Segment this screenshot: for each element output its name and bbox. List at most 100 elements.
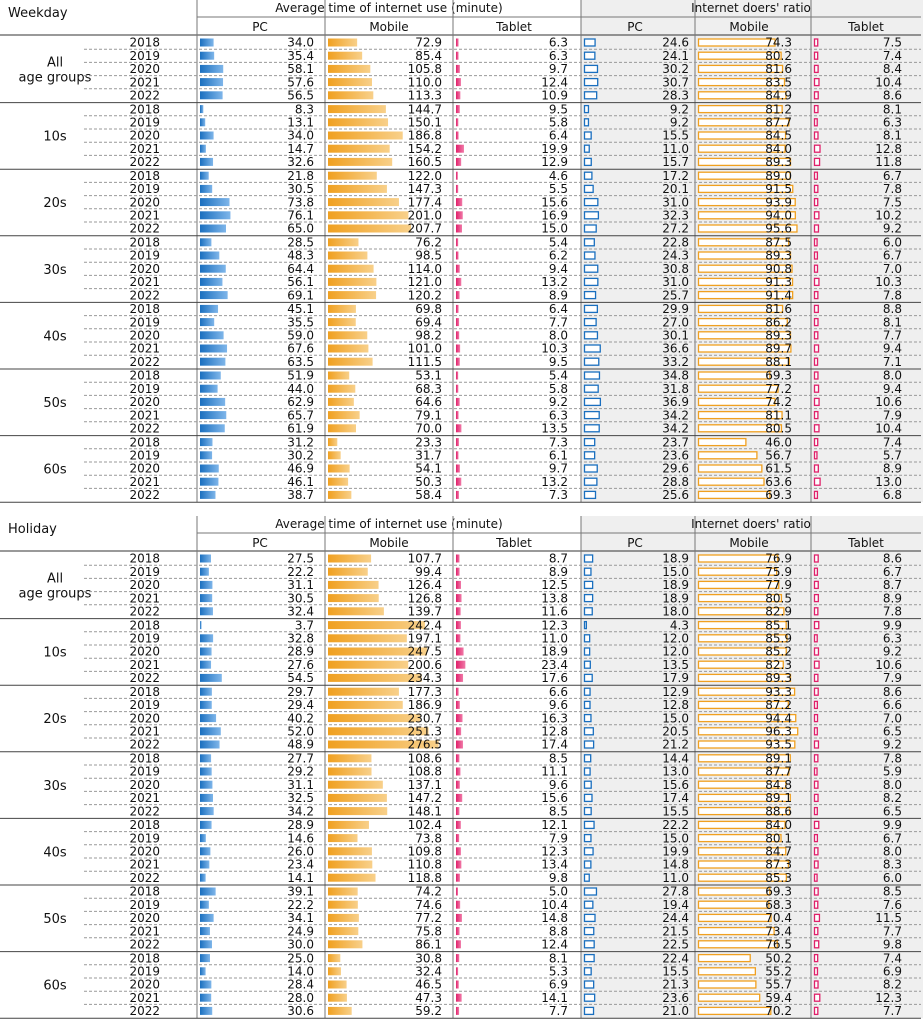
tablet-ratio-bar bbox=[813, 451, 818, 460]
tablet-ratio-bar bbox=[813, 477, 821, 486]
year-label: 2020 bbox=[129, 462, 160, 476]
pc-ratio-value: 29.9 bbox=[662, 302, 689, 316]
tablet-time-value: 10.4 bbox=[541, 898, 568, 912]
pc-ratio-value: 25.6 bbox=[662, 488, 689, 502]
pc-ratio-value: 33.2 bbox=[662, 355, 689, 369]
mobile-time-bar bbox=[328, 714, 421, 723]
tablet-time-value: 19.9 bbox=[541, 142, 568, 156]
tablet-ratio-bar bbox=[813, 264, 819, 273]
tablet-ratio-bar bbox=[813, 953, 819, 963]
mobile-ratio-bar bbox=[697, 767, 790, 776]
tablet-ratio-bar bbox=[813, 118, 818, 127]
mobile-ratio-bar bbox=[697, 607, 785, 616]
tablet-time-value: 12.1 bbox=[541, 818, 568, 832]
tablet-time-bar bbox=[456, 184, 459, 193]
pc-time-value: 57.6 bbox=[287, 75, 314, 89]
tablet-ratio-bar bbox=[813, 727, 818, 736]
mobile-ratio-bar bbox=[697, 331, 792, 340]
mobile-ratio-value: 87.2 bbox=[765, 698, 792, 712]
pc-ratio-bar bbox=[583, 144, 590, 153]
tablet-ratio-value: 6.8 bbox=[883, 488, 902, 502]
tablet-time-value: 8.0 bbox=[549, 329, 568, 343]
tablet-ratio-bar bbox=[813, 607, 819, 616]
pc-ratio-value: 30.1 bbox=[662, 329, 689, 343]
tablet-time-value: 14.8 bbox=[541, 911, 568, 925]
pc-ratio-bar bbox=[583, 687, 591, 696]
year-label: 2020 bbox=[129, 195, 160, 209]
pc-time-value: 27.6 bbox=[287, 658, 314, 672]
pc-time-value: 30.2 bbox=[287, 449, 314, 463]
mobile-ratio-bar bbox=[697, 793, 791, 803]
mobile-time-bar bbox=[328, 1006, 352, 1015]
pc-time-value: 63.5 bbox=[287, 355, 314, 369]
tablet-ratio-value: 5.9 bbox=[883, 765, 902, 779]
mobile-ratio-bar bbox=[697, 980, 757, 989]
year-label: 2019 bbox=[129, 315, 160, 329]
pc-ratio-bar bbox=[583, 554, 594, 563]
tablet-ratio-value: 8.6 bbox=[883, 552, 902, 566]
pc-ratio-value: 28.3 bbox=[662, 89, 689, 103]
year-label: 2020 bbox=[129, 911, 160, 925]
mobile-time-bar bbox=[328, 318, 356, 327]
pc-time-value: 67.6 bbox=[287, 342, 314, 356]
age-group-label: All bbox=[47, 56, 63, 71]
mobile-time-value: 147.3 bbox=[408, 182, 442, 196]
tablet-ratio-bar bbox=[813, 926, 819, 936]
mobile-ratio-bar bbox=[697, 464, 763, 473]
pc-time-value: 31.1 bbox=[287, 778, 314, 792]
pc-time-bar bbox=[200, 344, 228, 353]
tablet-ratio-bar bbox=[813, 410, 819, 420]
tablet-ratio-bar bbox=[813, 860, 819, 869]
mobile-time-value: 79.1 bbox=[415, 408, 442, 422]
mobile-ratio-value: 89.3 bbox=[765, 249, 792, 263]
pc-time-bar bbox=[200, 913, 214, 922]
pc-time-value: 51.9 bbox=[287, 369, 314, 383]
pc-time-bar bbox=[200, 464, 219, 473]
pc-ratio-value: 27.2 bbox=[662, 222, 689, 236]
mobile-ratio-value: 94.0 bbox=[765, 209, 792, 223]
pc-time-value: 39.1 bbox=[287, 885, 314, 899]
pc-ratio-bar bbox=[583, 251, 596, 260]
pc-ratio-bar bbox=[583, 940, 595, 949]
pc-ratio-bar bbox=[583, 264, 599, 273]
tablet-ratio-value: 7.4 bbox=[883, 951, 902, 965]
device-header: Tablet bbox=[847, 20, 884, 34]
year-label: 2018 bbox=[129, 435, 160, 449]
tablet-time-value: 16.3 bbox=[541, 711, 568, 725]
tablet-ratio-value: 6.0 bbox=[883, 236, 902, 250]
age-group-label: age groups bbox=[19, 587, 92, 602]
ratio-group-header: Internet doers' ratio bbox=[691, 517, 811, 531]
mobile-ratio-bar bbox=[697, 1006, 772, 1016]
mobile-time-value: 118.8 bbox=[408, 871, 442, 885]
tablet-time-bar bbox=[456, 727, 462, 736]
pc-ratio-value: 24.3 bbox=[662, 249, 689, 263]
mobile-time-bar bbox=[328, 567, 368, 576]
mobile-ratio-bar bbox=[697, 304, 784, 314]
tablet-ratio-value: 7.7 bbox=[883, 1004, 902, 1018]
pc-ratio-bar bbox=[583, 477, 598, 486]
tablet-time-value: 6.4 bbox=[549, 129, 568, 143]
tablet-time-value: 5.3 bbox=[549, 965, 568, 979]
mobile-time-bar bbox=[328, 105, 386, 114]
pc-ratio-bar bbox=[583, 860, 592, 869]
pc-ratio-value: 14.8 bbox=[662, 858, 689, 872]
pc-time-value: 35.4 bbox=[287, 49, 314, 63]
tablet-ratio-value: 8.1 bbox=[883, 102, 902, 116]
tablet-time-value: 10.9 bbox=[541, 89, 568, 103]
tablet-time-bar bbox=[456, 131, 459, 140]
pc-ratio-value: 15.5 bbox=[662, 965, 689, 979]
tablet-time-value: 9.5 bbox=[549, 102, 568, 116]
mobile-time-bar bbox=[328, 171, 377, 180]
mobile-ratio-bar bbox=[697, 967, 757, 976]
tablet-ratio-value: 7.8 bbox=[883, 182, 902, 196]
tablet-ratio-bar bbox=[813, 1006, 819, 1016]
year-label: 2022 bbox=[129, 155, 160, 169]
pc-ratio-bar bbox=[583, 77, 599, 87]
mobile-time-value: 113.3 bbox=[408, 89, 442, 103]
age-group-label: 20s bbox=[43, 196, 67, 211]
pc-time-bar bbox=[200, 993, 212, 1002]
mobile-time-value: 137.1 bbox=[408, 778, 442, 792]
mobile-time-bar bbox=[328, 384, 356, 393]
mobile-time-value: 102.4 bbox=[408, 818, 442, 832]
mobile-time-value: 72.9 bbox=[415, 36, 442, 50]
